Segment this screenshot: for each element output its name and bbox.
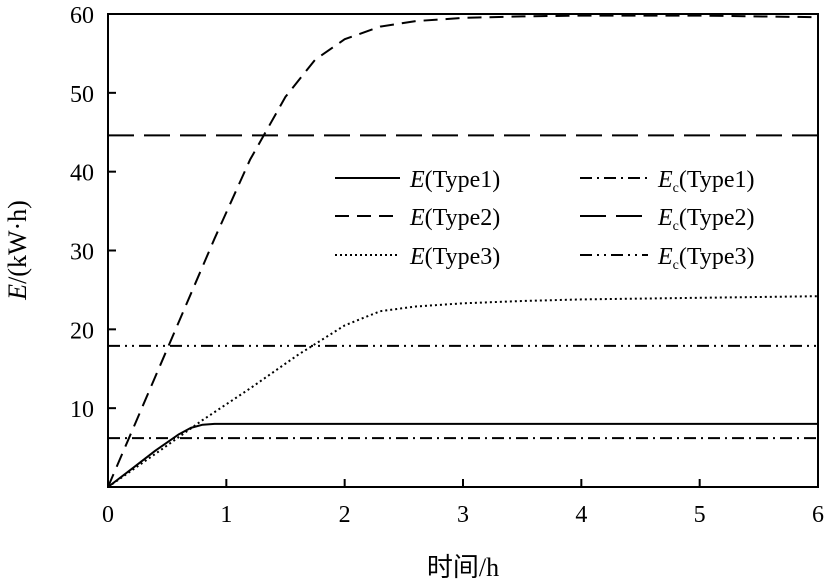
x-tick-label: 0 (102, 502, 114, 528)
legend-label-rest: (Type2) (679, 205, 755, 231)
legend-label-ec-type3: Ec(Type3) (657, 244, 755, 273)
x-tick-label: 5 (694, 502, 706, 528)
x-tick-label: 4 (575, 502, 587, 528)
legend-label-sub: c (673, 181, 679, 196)
legend-label-e-type3: E(Type3) (409, 244, 500, 270)
x-tick-label: 3 (457, 502, 469, 528)
y-tick-label: 60 (70, 3, 94, 29)
x-tick-label: 6 (812, 502, 824, 528)
series-layer (107, 14, 819, 488)
legend-label-var: E (409, 167, 425, 193)
y-tick-label: 40 (70, 161, 94, 187)
legend-label-rest: (Type1) (679, 167, 755, 193)
x-axis-label: 时间/h (427, 553, 499, 582)
y-axis-label-unit: /(kW·h) (3, 200, 32, 284)
y-tick-label: 10 (70, 397, 94, 423)
legend-label-rest: (Type3) (679, 244, 755, 270)
y-tick-label: 30 (70, 240, 94, 266)
legend-label-e-type2: E(Type2) (409, 205, 500, 231)
legend-label-var: E (657, 167, 673, 193)
legend-label-e-type1: E(Type1) (409, 167, 500, 193)
y-tick-label: 50 (70, 82, 94, 108)
legend-label-var: E (409, 244, 425, 270)
legend-label-ec-type2: Ec(Type2) (657, 205, 755, 234)
x-tick-label: 1 (220, 502, 232, 528)
legend-label-rest: (Type2) (425, 205, 501, 231)
y-axis-label-var: E (3, 284, 32, 301)
tick-layer: 0 1 2 3 4 5 6 10 20 30 40 50 60 (70, 3, 824, 528)
legend-label-rest: (Type3) (425, 244, 501, 270)
legend-label-ec-type1: Ec(Type1) (657, 167, 755, 196)
legend-label-var: E (409, 205, 425, 231)
series-line-e-type3 (107, 295, 819, 488)
legend-label-rest: (Type1) (425, 167, 501, 193)
x-tick-label: 2 (339, 502, 351, 528)
legend: E(Type1)E(Type2)E(Type3)Ec(Type1)Ec(Type… (335, 167, 755, 273)
series-line-e-type1 (107, 422, 818, 488)
series-line-e-type2 (107, 14, 819, 488)
legend-label-sub: c (673, 258, 679, 273)
legend-label-var: E (657, 205, 673, 231)
y-axis-label: E/(kW·h) (3, 200, 32, 301)
y-tick-label: 20 (70, 318, 94, 344)
legend-label-var: E (657, 244, 673, 270)
legend-label-sub: c (673, 219, 679, 234)
